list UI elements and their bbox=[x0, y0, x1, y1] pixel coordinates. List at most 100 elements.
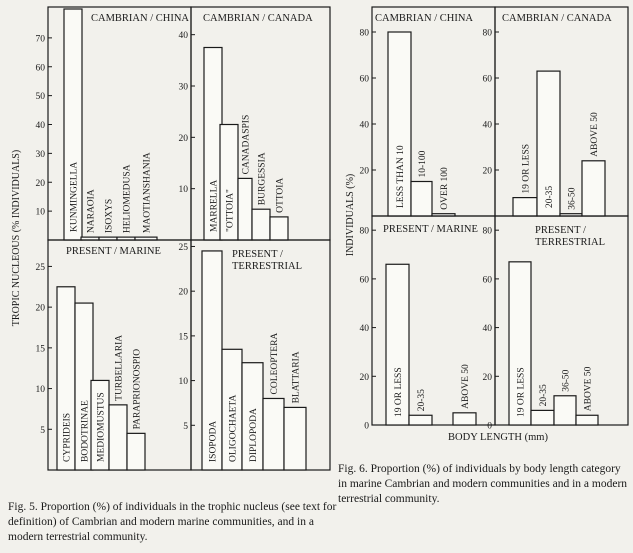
panel2-bar bbox=[269, 216, 289, 241]
panel1-y-axis-label: TROPIC NUCLEOUS (% INDIVIDUALS) bbox=[11, 150, 22, 326]
panel5-tick-label: 20 bbox=[360, 167, 370, 177]
panel8-tick-label: 40 bbox=[483, 324, 493, 334]
panel7-title: PRESENT / MARINE bbox=[383, 224, 478, 235]
panel8-bar-label: 20-35 bbox=[539, 384, 549, 406]
panel4-tick-label: 5 bbox=[183, 422, 188, 432]
panel2-tick-label: 10 bbox=[179, 185, 189, 195]
panel5-bar bbox=[410, 180, 433, 217]
panel8-tick-label: 20 bbox=[483, 373, 493, 383]
panel3-bar-label: CYPRIDEIS bbox=[63, 413, 73, 462]
panel7-bar bbox=[452, 412, 477, 426]
panel5-tick-label: 40 bbox=[360, 121, 370, 131]
panel3-bar-label: MEDIOMUSTUS bbox=[97, 392, 107, 462]
panel1-tick-label: 10 bbox=[36, 208, 46, 218]
panel8-bar-label: 36-50 bbox=[562, 369, 572, 391]
panel6-tick-label: 40 bbox=[483, 121, 493, 131]
panel8-bar bbox=[553, 395, 577, 426]
panel8-bar bbox=[575, 414, 599, 426]
panel1-title: CAMBRIAN / CHINA bbox=[91, 13, 189, 24]
panel1-bar-label: NARAOIA bbox=[87, 189, 97, 233]
panel6-bar-label: ABOVE 50 bbox=[590, 112, 600, 157]
panel2-bar-label: "OTTOIA" bbox=[226, 189, 236, 232]
panel4-bar-label: BLATTARIA bbox=[292, 351, 302, 403]
panel4-tick-label: 15 bbox=[179, 332, 189, 342]
panel7-bar bbox=[408, 414, 433, 426]
panel2-tick-label: 40 bbox=[179, 31, 189, 41]
panel5-tick-label: 60 bbox=[360, 75, 370, 85]
fig6-caption: Fig. 6. Proportion (%) of individuals by… bbox=[338, 463, 628, 505]
panel8-tick-label: 60 bbox=[483, 275, 493, 285]
panel1-tick-label: 70 bbox=[36, 34, 46, 44]
panel4-bar-label: ISOPODA bbox=[209, 421, 219, 462]
panel3-tick-label: 10 bbox=[36, 385, 46, 395]
panel2-bar-label: BURGESSIA bbox=[258, 152, 268, 205]
panel4-bar bbox=[262, 397, 285, 471]
panel5-y-axis-label: INDIVIDUALS (%) bbox=[345, 174, 356, 256]
panel8-bar bbox=[508, 261, 532, 426]
panel3-title: PRESENT / MARINE bbox=[66, 246, 161, 257]
panel6-bar-label: 36-50 bbox=[568, 187, 578, 209]
panel2-tick-label: 30 bbox=[179, 83, 189, 93]
panel4-title-line2: TERRESTRIAL bbox=[232, 261, 302, 272]
panel8-x-axis-label: BODY LENGTH (mm) bbox=[448, 432, 548, 443]
panel3-tick-label: 15 bbox=[36, 344, 46, 354]
panel4-tick-label: 10 bbox=[179, 377, 189, 387]
panel5-bar-label: LESS THAN 10 bbox=[396, 145, 406, 208]
panel6-title: CAMBRIAN / CANADA bbox=[502, 13, 612, 24]
panel3-bar-label: PARAPRIONOSPIO bbox=[133, 349, 143, 430]
panel3-tick-label: 20 bbox=[36, 304, 46, 314]
panel3-bar-label: BODOTRINAE bbox=[81, 400, 91, 462]
panel2-bar-label: OTTOIA bbox=[276, 178, 286, 213]
panel1-bar-label: KUNMINGELLA bbox=[70, 162, 80, 232]
fig5-caption: Fig. 5. Proportion (%) of individuals in… bbox=[8, 501, 337, 543]
panel8-bar-label: ABOVE 50 bbox=[584, 366, 594, 411]
panel6-tick-label: 20 bbox=[483, 167, 493, 177]
panel7-tick-label: 40 bbox=[360, 324, 370, 334]
panel4-bar-label: OLIGOCHAETA bbox=[229, 395, 239, 462]
panel8-tick-label: 80 bbox=[483, 227, 493, 237]
panel4-bar bbox=[283, 406, 307, 471]
panel3-bar bbox=[108, 404, 128, 471]
panel3-bar bbox=[126, 432, 146, 471]
panel4-tick-label: 25 bbox=[179, 243, 189, 253]
panel8-title-line2: TERRESTRIAL bbox=[535, 237, 605, 248]
panel4-bar-label: COLEOPTERA bbox=[270, 333, 280, 395]
panel2-bar bbox=[251, 208, 271, 241]
panel8-bar bbox=[530, 409, 555, 426]
panel1-tick-label: 20 bbox=[36, 179, 46, 189]
panel8-tick-label: 0 bbox=[487, 422, 492, 432]
panel4-tick-label: 20 bbox=[179, 288, 189, 298]
panel8-title-line1: PRESENT / bbox=[535, 225, 586, 236]
panel7-bar bbox=[385, 263, 410, 426]
panel6-bar-label: 20-35 bbox=[545, 186, 555, 208]
panel1-tick-label: 50 bbox=[36, 92, 46, 102]
panel4-bar-label: DIPLOPODA bbox=[249, 408, 259, 462]
panel8-bar-label: 19 OR LESS bbox=[517, 367, 527, 417]
panel1-tick-label: 60 bbox=[36, 63, 46, 73]
panel2-title: CAMBRIAN / CANADA bbox=[203, 13, 313, 24]
panel6-tick-label: 60 bbox=[483, 75, 493, 85]
panel7-tick-label: 20 bbox=[360, 373, 370, 383]
panel4-title-line1: PRESENT / bbox=[232, 249, 283, 260]
panel6-frame bbox=[494, 6, 629, 217]
panel2-bar-label: CANADASPIS bbox=[242, 115, 252, 175]
panel6-bar bbox=[512, 197, 538, 217]
panel7-bar-label: 20-35 bbox=[417, 389, 427, 411]
panel5-bar-label: 10-100 bbox=[418, 150, 428, 177]
panel3-bar-label: TURBELLARIA bbox=[115, 335, 125, 401]
panel6-bar-label: 19 OR LESS bbox=[522, 144, 532, 194]
panel1-bar-label: MAOTIANSHANIA bbox=[143, 152, 153, 233]
panel5-title: CAMBRIAN / CHINA bbox=[375, 13, 473, 24]
panel2-bar-label: MARRELLA bbox=[210, 180, 220, 232]
panel6-bar bbox=[581, 160, 606, 217]
panel1-bar-label: HELIOMEDUSA bbox=[123, 164, 133, 233]
panel3-tick-label: 25 bbox=[36, 263, 46, 273]
panel2-bar bbox=[237, 177, 253, 241]
panel7-tick-label: 60 bbox=[360, 275, 370, 285]
panel1-bar-label: ISOXYS bbox=[105, 199, 115, 233]
panel7-tick-label: 0 bbox=[364, 422, 369, 432]
panel7-tick-label: 80 bbox=[360, 227, 370, 237]
panel1-tick-label: 40 bbox=[36, 121, 46, 131]
panel3-tick-label: 5 bbox=[40, 426, 45, 436]
